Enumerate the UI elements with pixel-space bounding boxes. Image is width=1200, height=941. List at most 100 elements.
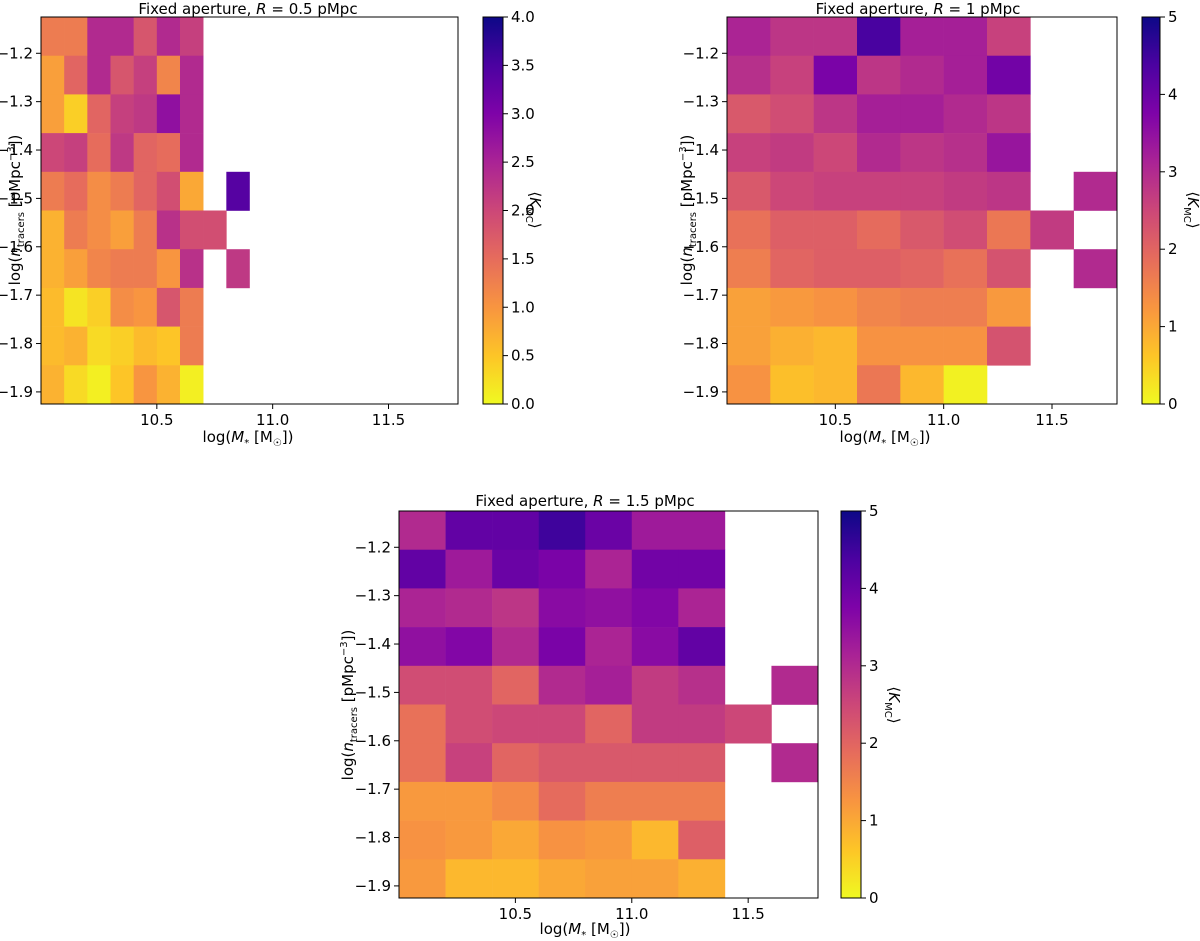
heatmap-cell-r5-c6 [180,210,204,250]
y-tick-label: −1.9 [683,383,719,401]
heatmap-cell-r9-c6 [678,859,726,899]
heatmap-cell-r4-c1 [445,665,493,705]
heatmap-cell-r4-c6 [987,171,1031,211]
heatmap-cell-r2-c5 [631,588,679,628]
heatmap-cell-r4-c4 [133,171,158,211]
y-tick-label: −1.5 [355,683,391,701]
heatmap-cell-r5-c2 [813,210,858,250]
heatmap-cell-r3-c1 [64,133,88,173]
plot-frame [726,16,1118,405]
colorbar [482,16,504,405]
y-tick-label: −1.6 [355,732,391,750]
heatmap-cell-r6-c2 [813,249,858,289]
y-tick-label: −1.6 [683,238,719,256]
y-tick-label: −1.3 [683,93,719,111]
heatmap-cell-r7-c3 [538,781,586,821]
heatmap-cell-r0-c0 [727,17,771,56]
heatmap-cell-r2-c4 [133,94,158,134]
x-axis-label: log(M* [M☉]) [840,428,931,449]
heatmap-cell-r8-c1 [770,326,814,366]
heatmap-cell-r9-c0 [41,365,65,405]
heatmap-cell-r0-c6 [678,511,726,550]
x-tick-label: 11.0 [256,411,289,429]
heatmap-cell-r9-c5 [631,859,679,899]
colorbar-tick-label: 1 [869,812,879,830]
heatmap-cell-r0-c3 [110,17,134,56]
heatmap-cell-r6-c4 [585,743,633,783]
heatmap-cell-r0-c5 [156,17,181,56]
heatmap-cell-r6-c0 [727,249,771,289]
heatmap-cell-r8-c2 [87,326,111,366]
heatmap-cell-r8-c4 [900,326,944,366]
heatmap-cell-r8-c0 [727,326,771,366]
heatmap-cell-r5-c7 [1030,210,1074,250]
x-tick-label: 10.5 [819,411,852,429]
heatmap-cell-r9-c5 [943,365,988,405]
heatmap-cell-r7-c6 [180,287,204,327]
heatmap-panel-r1: Fixed aperture, R = 1 pMpc 10.5 11.0 11.5 … [678,0,1200,449]
colorbar-tick-label: 2 [869,734,879,752]
heatmap-cell-r6-c4 [900,249,944,289]
heatmap-cell-r0-c1 [770,17,814,56]
heatmap-cell-r4-c5 [943,171,988,211]
heatmap-cell-r1-c2 [492,549,539,589]
colorbar-tick-label: 0 [869,889,879,907]
heatmap-cells [727,17,1118,405]
colorbar-tick-label: 3.5 [511,56,535,74]
heatmap-cell-r5-c0 [41,210,65,250]
colorbar-tick-label: 5 [1168,8,1178,26]
colorbar-tick-label: 1.5 [511,250,535,268]
colorbar-tick-label: 1 [1168,318,1178,336]
heatmap-cell-r8-c2 [492,820,539,860]
heatmap-cell-r6-c5 [156,249,181,289]
y-tick-label: −1.8 [0,335,33,353]
heatmap-cell-r3-c2 [492,627,539,667]
heatmap-cell-r4-c4 [900,171,944,211]
heatmap-cell-r5-c3 [538,704,586,744]
y-tick-label: −1.5 [0,189,33,207]
heatmap-cell-r7-c1 [64,287,88,327]
heatmap-panel-r15: Fixed aperture, R = 1.5 pMpc 10.5 11.0 11.… [339,492,903,941]
heatmap-cell-r5-c3 [110,210,134,250]
y-tick-label: −1.4 [683,141,719,159]
x-axis-label: log(M* [M☉]) [540,920,631,941]
heatmap-cell-r2-c2 [87,94,111,134]
colorbar-ticks: 0 1 2 3 4 5 [1160,8,1178,413]
heatmap-cell-r2-c2 [813,94,858,134]
y-axis: −1.2 −1.3 −1.4 −1.5 −1.6 −1.7 −1.8 −1.9 [0,44,41,401]
y-tick-label: −1.2 [0,44,33,62]
heatmap-cell-r3-c5 [631,627,679,667]
y-tick-label: −1.9 [0,383,33,401]
y-tick-label: −1.7 [0,286,33,304]
heatmap-cell-r9-c1 [445,859,493,899]
heatmap-cell-r6-c0 [41,249,65,289]
heatmap-cell-r0-c3 [538,511,586,550]
heatmap-cell-r6-c5 [631,743,679,783]
heatmap-cell-r2-c3 [538,588,586,628]
heatmap-cell-r4-c0 [399,665,446,705]
heatmap-cell-r5-c5 [631,704,679,744]
heatmap-cell-r3-c6 [678,627,726,667]
heatmap-cell-r6-c2 [492,743,539,783]
heatmap-cell-r1-c3 [538,549,586,589]
heatmap-cell-r7-c1 [770,287,814,327]
heatmap-cell-r2-c4 [900,94,944,134]
y-tick-label: −1.2 [683,44,719,62]
heatmap-cell-r4-c0 [727,171,771,211]
heatmap-cell-r8-c6 [987,326,1031,366]
heatmap-cell-r0-c3 [857,17,901,56]
x-tick-label: 11.5 [731,905,764,923]
heatmap-cell-r5-c7 [724,704,772,744]
heatmap-cell-r5-c3 [857,210,901,250]
heatmap-cell-r4-c5 [631,665,679,705]
y-axis: −1.2 −1.3 −1.4 −1.5 −1.6 −1.7 −1.8 −1.9 [355,538,399,895]
colorbar-tick-label: 1.0 [511,298,535,316]
chart-title: Fixed aperture, R = 1 pMpc [816,0,1021,18]
heatmap-cell-r9-c0 [727,365,771,405]
heatmap-cell-r9-c3 [857,365,901,405]
heatmap-cell-r2-c0 [41,94,65,134]
heatmap-cell-r8-c3 [110,326,134,366]
heatmap-cell-r0-c1 [64,17,88,56]
heatmap-cell-r4-c5 [156,171,181,211]
